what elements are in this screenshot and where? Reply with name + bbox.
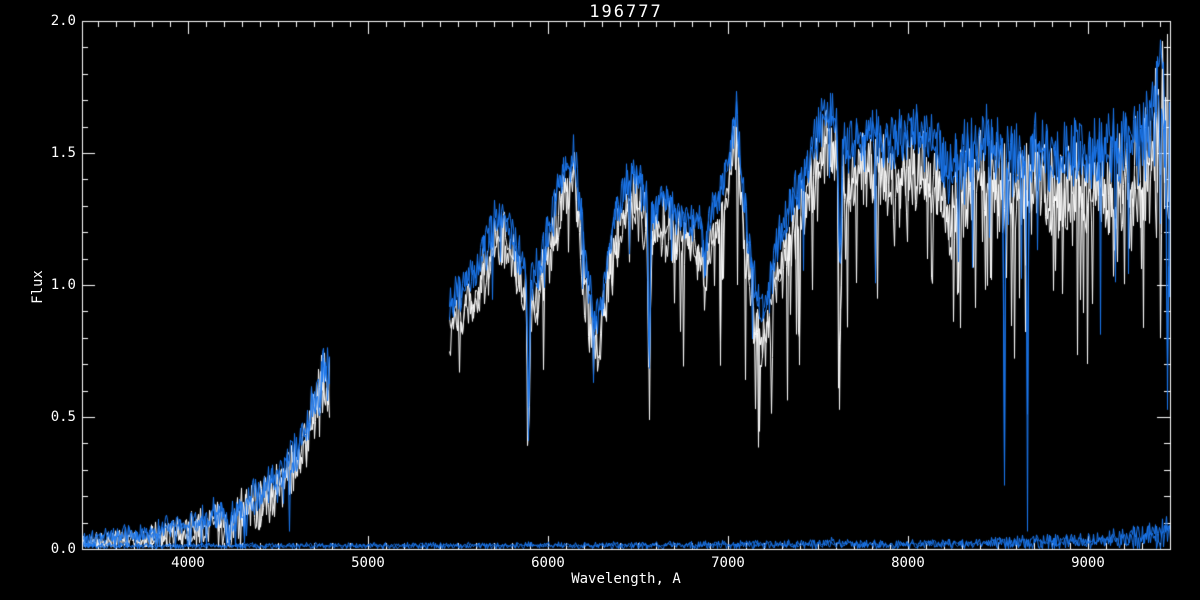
plot-title: 196777 (589, 2, 663, 22)
x-tick-label: 6000 (531, 555, 565, 571)
y-tick-label: 1.0 (50, 277, 76, 293)
x-axis-label: Wavelength, A (571, 571, 681, 587)
x-tick-label: 9000 (1071, 555, 1105, 571)
y-tick-label: 1.5 (50, 145, 76, 161)
x-tick-label: 7000 (711, 555, 745, 571)
x-tick-label: 5000 (351, 555, 385, 571)
x-tick-label: 4000 (171, 555, 205, 571)
x-tick-label: 8000 (891, 555, 925, 571)
y-tick-label: 0.5 (50, 409, 76, 425)
y-tick-label: 2.0 (50, 13, 76, 29)
y-tick-label: 0.0 (50, 541, 76, 557)
